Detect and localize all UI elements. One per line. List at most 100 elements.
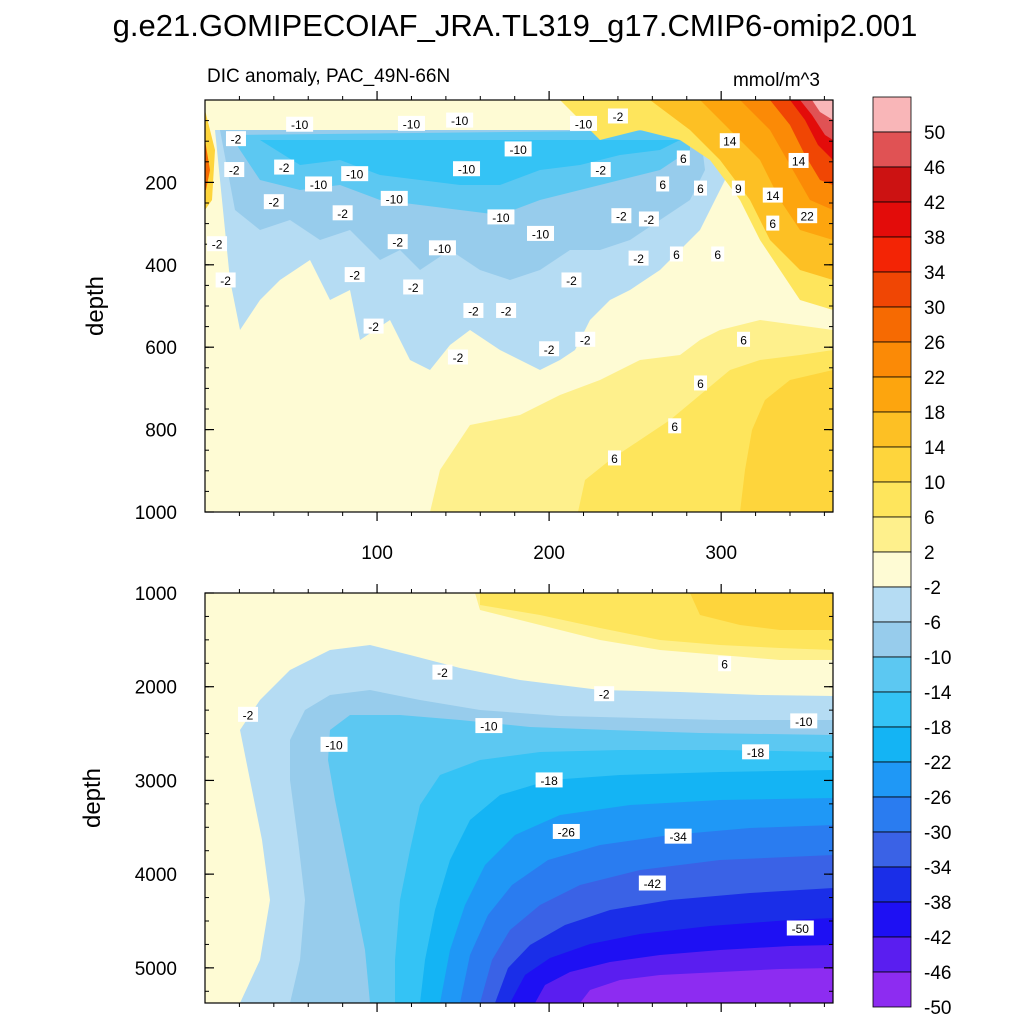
bottom-contour-labels: -2-2-26-10-10-10-18-18-26 -34-42-50 [238, 656, 818, 936]
colorbar-box [872, 621, 912, 658]
bottom-panel: depth 1000 2000 3000 4000 5000 [79, 584, 834, 1012]
colorbar-box [872, 586, 912, 623]
colorbar-label: -22 [924, 753, 951, 774]
bottom-contour-label-text: -2 [243, 708, 254, 722]
colorbar-box [872, 761, 912, 798]
top-contour-label-text: -2 [501, 304, 512, 318]
top-contour-label-text: -2 [566, 274, 577, 288]
top-contour-label: -10 [341, 166, 369, 182]
top-panel-title: DIC anomaly, PAC_49N-66N [207, 66, 450, 87]
top-contour-label-bg [447, 349, 468, 365]
top-contour-label-bg [788, 152, 809, 168]
colorbar-label: 50 [924, 123, 945, 144]
top-contour-label: 6 [711, 246, 725, 262]
bottom-contour-label: -18 [742, 744, 770, 760]
top-contour-label: -2 [638, 211, 659, 227]
top-contour-label: 14 [762, 187, 783, 203]
bottom-band-10-14 [690, 593, 833, 630]
top-contour-label-text: -2 [613, 110, 624, 124]
top-contour-label-bg [387, 234, 408, 250]
top-contour-label-bg [797, 208, 818, 224]
top-contour-label: -2 [607, 108, 628, 124]
top-contour-label: -2 [387, 234, 408, 250]
top-contour-label: -2 [207, 236, 228, 252]
top-contour-label-text: 14 [723, 135, 737, 149]
top-contour-label-text: 6 [671, 420, 678, 434]
top-band-10-14-deep [740, 370, 833, 512]
bottom-contour-label: -2 [432, 664, 453, 680]
top-xtick-label: 300 [705, 543, 737, 564]
top-contour-label-bg [611, 208, 632, 224]
bottom-contour-label: -18 [535, 772, 563, 788]
top-contour-label: -10 [305, 176, 333, 192]
top-contour-label: 6 [669, 246, 683, 262]
top-contour-label-bg [766, 215, 780, 231]
top-contour-label: 6 [766, 215, 780, 231]
top-contour-label: -10 [453, 161, 481, 177]
bottom-contour-label-text: -10 [325, 738, 343, 752]
top-contour-label-text: -2 [231, 133, 242, 147]
top-contour-label: -2 [215, 272, 236, 288]
top-contour-label: 6 [737, 331, 751, 347]
bottom-contour-label-bg [790, 713, 818, 729]
top-contour-label-text: -10 [403, 117, 421, 131]
top-contour-label-text: -2 [453, 351, 464, 365]
top-contour-label-text: 6 [714, 248, 721, 262]
top-contour-label-bg [539, 341, 560, 357]
colorbar-box [872, 131, 912, 168]
top-contour-label-bg [224, 162, 245, 178]
top-contour-label-text: -10 [492, 211, 510, 225]
bottom-ytick-label: 3000 [135, 771, 177, 792]
bottom-contour-label: -2 [594, 686, 615, 702]
top-contour-label: 22 [797, 208, 818, 224]
colorbar-box [872, 306, 912, 343]
colorbar-label: -18 [924, 718, 951, 739]
top-contour-label-bg [527, 225, 555, 241]
colorbar-box [872, 936, 912, 973]
top-ytick-label: 800 [145, 421, 177, 442]
top-contour-label-text: -2 [392, 236, 403, 250]
top-contour-label: -2 [363, 318, 384, 334]
bottom-contour-label: -10 [790, 713, 818, 729]
top-y-axis-label: depth [82, 276, 109, 336]
top-contour-label: 6 [694, 375, 708, 391]
top-contour-label-bg [731, 180, 745, 196]
bottom-contour-label: -26 [552, 823, 580, 839]
top-contour-label-text: -2 [633, 252, 644, 266]
top-contour-label-bg [274, 159, 295, 175]
top-contour-label-bg [561, 272, 582, 288]
bottom-contour-label-bg [238, 706, 259, 722]
bottom-contour-label-bg [535, 772, 563, 788]
colorbar-box [872, 201, 912, 238]
top-contour-label-text: -2 [349, 269, 360, 283]
bottom-contour-label-text: -26 [558, 825, 576, 839]
top-contour-label: -10 [286, 116, 314, 132]
colorbar-label: -38 [924, 893, 951, 914]
top-contour-label-bg [344, 267, 365, 283]
top-contour-label: -10 [570, 115, 598, 131]
top-xtick-label: 100 [361, 543, 393, 564]
top-contour-label: -10 [446, 112, 474, 128]
top-contour-label-text: 14 [766, 189, 780, 203]
top-contour-label-bg [225, 131, 246, 147]
top-band-46-50-warm [812, 100, 833, 120]
top-contour-label-text: -2 [279, 161, 290, 175]
top-contour-label-bg [446, 112, 474, 128]
top-contour-label-bg [504, 141, 532, 157]
top-xtick-label: 200 [533, 543, 565, 564]
colorbar-label: 30 [924, 298, 945, 319]
colorbar-box [872, 96, 912, 133]
colorbar-box [872, 236, 912, 273]
bottom-contour-label-bg [320, 736, 348, 752]
top-contour-label: -2 [332, 205, 353, 221]
top-contour-label-text: -2 [580, 333, 591, 347]
colorbar-label: 10 [924, 473, 945, 494]
colorbar-label: 42 [924, 193, 945, 214]
top-contour-label-text: -2 [595, 164, 606, 178]
bottom-contour-fill [205, 593, 833, 1003]
bottom-band-minus46-minus50 [580, 968, 833, 1003]
top-contour-label-text: 6 [680, 152, 687, 166]
top-contour-label-bg [332, 205, 353, 221]
top-contour-label: 6 [694, 180, 708, 196]
top-contour-label: -2 [496, 302, 517, 318]
